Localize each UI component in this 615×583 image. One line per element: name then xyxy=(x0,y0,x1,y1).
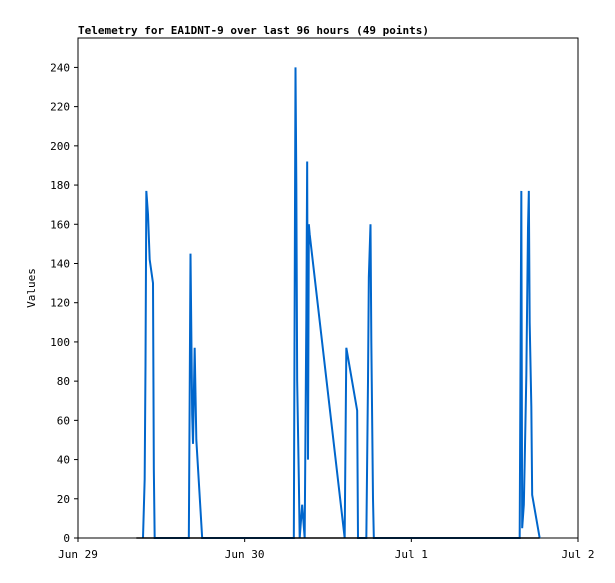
y-tick-label: 220 xyxy=(50,101,70,114)
y-tick-label: 100 xyxy=(50,336,70,349)
y-tick-label: 160 xyxy=(50,218,70,231)
y-tick-label: 40 xyxy=(57,454,70,467)
y-tick-label: 120 xyxy=(50,297,70,310)
y-tick-label: 60 xyxy=(57,414,70,427)
y-tick-label: 240 xyxy=(50,61,70,74)
chart-title: Telemetry for EA1DNT-9 over last 96 hour… xyxy=(78,24,429,37)
y-tick-label: 200 xyxy=(50,140,70,153)
x-tick-label: Jun 29 xyxy=(58,548,98,561)
x-tick-label: Jun 30 xyxy=(225,548,265,561)
y-tick-label: 80 xyxy=(57,375,70,388)
series-line xyxy=(142,67,541,539)
x-tick-label: Jul 2 xyxy=(561,548,594,561)
y-tick-label: 140 xyxy=(50,257,70,270)
y-tick-label: 20 xyxy=(57,493,70,506)
y-axis-label: Values xyxy=(25,268,38,308)
x-tick-label: Jul 1 xyxy=(395,548,428,561)
y-tick-label: 0 xyxy=(63,532,70,545)
y-tick-label: 180 xyxy=(50,179,70,192)
